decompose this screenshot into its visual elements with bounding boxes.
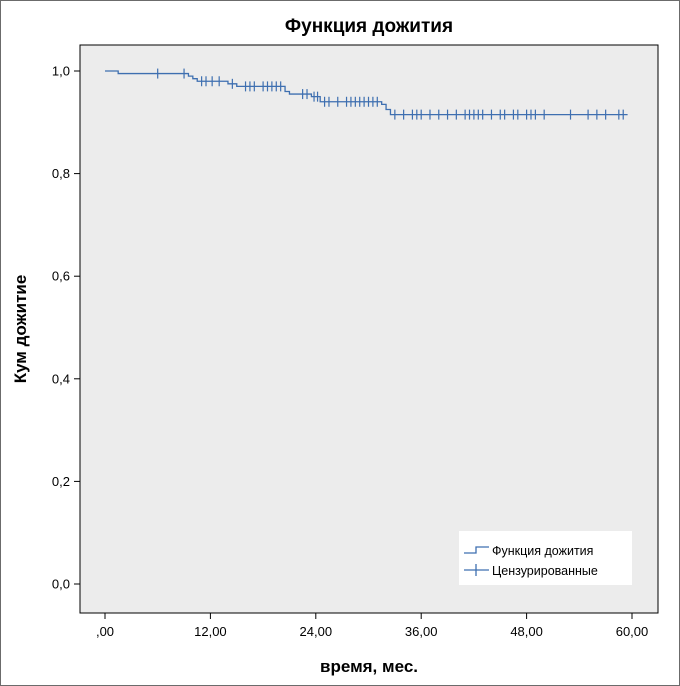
x-tick-label: 24,00 (300, 624, 333, 639)
x-tick-label: ,00 (96, 624, 114, 639)
legend: Функция дожития Цензурированные (459, 531, 632, 585)
legend-box (459, 531, 632, 585)
legend-step-symbol (464, 546, 489, 554)
series-layer (105, 68, 628, 120)
y-axis: 0,0 0,2 0,4 0,6 0,8 1,0 (52, 64, 80, 592)
x-axis: ,00 12,00 24,00 36,00 48,00 60,00 (96, 613, 648, 639)
plot-area (79, 44, 659, 614)
chart-title: Функция дожития (285, 16, 453, 37)
x-tick-label: 36,00 (405, 624, 438, 639)
x-tick-label: 60,00 (616, 624, 649, 639)
y-tick-label: 0,6 (52, 269, 70, 284)
y-tick-label: 1,0 (52, 64, 70, 79)
x-axis-title: время, мес. (320, 657, 418, 676)
y-tick-label: 0,0 (52, 577, 70, 592)
legend-label-censored: Цензурированные (492, 564, 598, 578)
x-tick-label: 48,00 (510, 624, 543, 639)
y-tick-label: 0,8 (52, 166, 70, 181)
y-tick-label: 0,4 (52, 371, 70, 386)
survival-step-line (105, 70, 628, 116)
x-tick-label: 12,00 (194, 624, 227, 639)
y-tick-label: 0,2 (52, 474, 70, 489)
legend-label-survival: Функция дожития (492, 544, 593, 558)
y-axis-title: Кум дожитие (11, 275, 30, 384)
